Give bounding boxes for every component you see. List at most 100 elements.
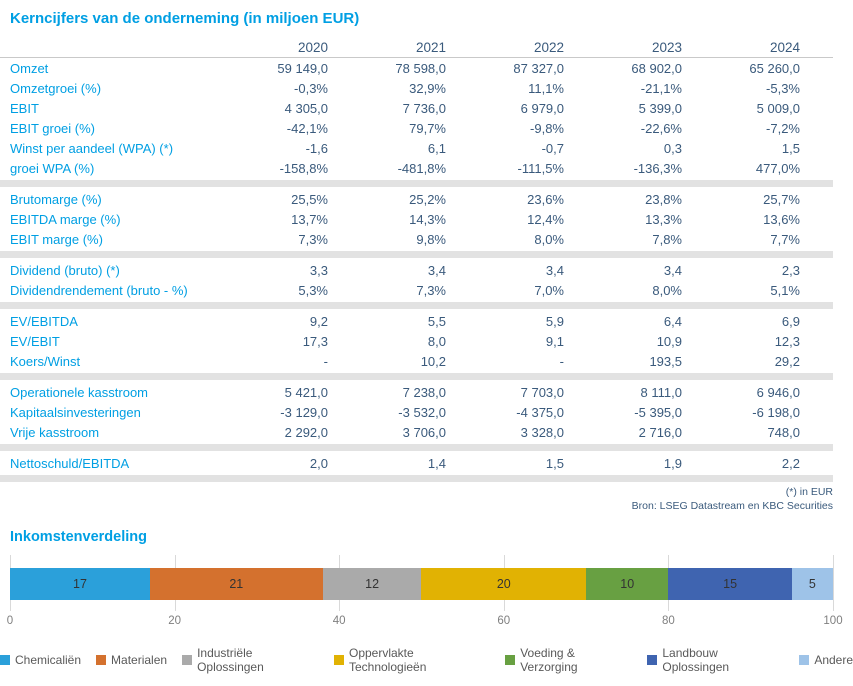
row-label: EV/EBIT [10, 333, 60, 349]
legend-item-andere: Andere [799, 653, 853, 667]
group-separator [0, 444, 833, 451]
x-axis: 0 20 40 60 80 100 [7, 615, 843, 630]
legend-label: Chemicaliën [15, 653, 82, 667]
year-header-2021: 2021 [415, 40, 446, 55]
table-row: EBIT groei (%) -42,1% 79,7% -9,8% -22,6% -7,2… [0, 118, 833, 138]
cell-value: 477,0% [755, 160, 800, 176]
cell-value: 7,3% [416, 282, 446, 298]
table-header-row: 2020 2021 2022 2023 2024 [0, 37, 833, 58]
bar-segment-chemicali-n: 17 [10, 568, 150, 600]
legend-label: Andere [814, 653, 853, 667]
table-row: EV/EBIT 17,3 8,0 9,1 10,9 12,3 [0, 331, 833, 351]
cell-value: -5 395,0 [634, 404, 682, 420]
row-label: EBIT [10, 100, 39, 116]
legend-item-materialen: Materialen [96, 653, 167, 667]
cell-value: 9,1 [545, 333, 564, 349]
table-row: Omzetgroei (%) -0,3% 32,9% 11,1% -21,1% -5,3% [0, 78, 833, 98]
bar-segment-value: 17 [73, 577, 87, 591]
cell-value: 7 703,0 [520, 384, 564, 400]
legend-label: Industriële Oplossingen [197, 646, 264, 674]
cell-value: 1,5 [781, 140, 800, 156]
cell-value: 12,3 [774, 333, 800, 349]
legend-label: Oppervlakte Technologieën [348, 646, 427, 674]
table-row: EBIT 4 305,0 7 736,0 6 979,0 5 399,0 5 009,0 [0, 98, 833, 118]
group-separator [0, 302, 833, 309]
legend-item-chemicali-n: Chemicaliën [0, 653, 81, 667]
chart-title: Inkomstenverdeling [10, 529, 147, 545]
cell-value: 6,9 [781, 313, 800, 329]
row-label: Operationele kasstroom [10, 384, 149, 400]
year-header-2023: 2023 [651, 40, 682, 55]
stacked-bar-plot: 17 21 12 20 10 15 5 [10, 555, 834, 611]
footnote-in-eur: (*) in EUR [785, 486, 833, 498]
legend-item-industri-le-oplossingen: Industriële Oplossingen [182, 646, 319, 674]
key-figures-table: 2020 2021 2022 2023 2024 Omzet 59 149,0 78 598… [0, 37, 833, 482]
cell-value: 6 979,0 [520, 100, 564, 116]
cell-value: 3 328,0 [520, 424, 564, 440]
cell-value: 13,7% [291, 211, 328, 227]
cell-value: 2,3 [781, 262, 800, 278]
cell-value: -5,3% [766, 80, 800, 96]
row-label: EBITDA marge (%) [10, 211, 121, 227]
table-row: EV/EBITDA 9,2 5,5 5,9 6,4 6,9 [0, 311, 833, 331]
cell-value: 78 598,0 [395, 60, 446, 76]
cell-value: 8,0 [427, 333, 446, 349]
table-row: Kapitaalsinvesteringen -3 129,0 -3 532,0 -4… [0, 402, 833, 422]
cell-value: -1,6 [305, 140, 328, 156]
cell-value: - [559, 353, 564, 369]
x-tick-label-60: 60 [497, 615, 511, 627]
cell-value: 6,4 [663, 313, 682, 329]
cell-value: 3,4 [427, 262, 446, 278]
cell-value: -481,8% [397, 160, 446, 176]
row-label: EBIT groei (%) [10, 120, 96, 136]
legend-swatch-icon [505, 655, 516, 665]
cell-value: 87 327,0 [513, 60, 564, 76]
cell-value: - [323, 353, 328, 369]
year-header-2024: 2024 [769, 40, 800, 55]
legend-item-oppervlakte-technologie-n: Oppervlakte Technologieën [333, 646, 490, 674]
legend-item-landbouw-oplossingen: Landbouw Oplossingen [647, 646, 784, 674]
gridline-100 [833, 555, 834, 611]
cell-value: -4 375,0 [516, 404, 564, 420]
cell-value: -111,5% [517, 160, 565, 176]
legend-swatch-icon [0, 655, 10, 665]
cell-value: -3 129,0 [280, 404, 328, 420]
x-tick-label-20: 20 [168, 615, 181, 627]
cell-value: -158,8% [279, 160, 328, 176]
cell-value: 6,1 [427, 140, 446, 156]
cell-value: 5,1% [770, 282, 800, 298]
cell-value: 23,6% [527, 191, 564, 207]
cell-value: 2 716,0 [638, 424, 682, 440]
row-label: Kapitaalsinvesteringen [10, 404, 141, 420]
cell-value: 2 292,0 [284, 424, 328, 440]
cell-value: 7,3% [298, 231, 328, 247]
cell-value: 59 149,0 [277, 60, 328, 76]
table-row: Omzet 59 149,0 78 598,0 87 327,0 68 902,0 65 … [0, 58, 833, 78]
cell-value: 3 706,0 [402, 424, 446, 440]
cell-value: 9,2 [309, 313, 328, 329]
bar-segment-value: 12 [365, 577, 380, 591]
row-label: Koers/Winst [10, 353, 81, 369]
cell-value: 1,9 [663, 455, 682, 471]
row-label: Nettoschuld/EBITDA [10, 455, 130, 471]
cell-value: -22,6% [640, 120, 682, 136]
legend-swatch-icon [647, 655, 658, 665]
cell-value: 25,7% [763, 191, 800, 207]
cell-value: -0,7 [541, 140, 564, 156]
row-label: Omzetgroei (%) [10, 80, 102, 96]
bar-segment-value: 21 [229, 577, 244, 591]
cell-value: 193,5 [649, 353, 682, 369]
table-footnotes: (*) in EUR Bron: LSEG Datastream en KBC … [0, 485, 833, 513]
cell-value: 7,7% [770, 231, 800, 247]
cell-value: 25,2% [409, 191, 446, 207]
cell-value: 13,6% [763, 211, 800, 227]
cell-value: 7 736,0 [402, 100, 446, 116]
bar-segment-oppervlakte-technologie-n: 20 [421, 568, 587, 600]
cell-value: 10,9 [656, 333, 682, 349]
footnote-source: Bron: LSEG Datastream en KBC Securities [631, 500, 833, 512]
legend-label: Landbouw Oplossingen [662, 646, 730, 674]
x-tick-label-80: 80 [661, 615, 675, 627]
cell-value: 14,3% [409, 211, 446, 227]
table-row: Winst per aandeel (WPA) (*) -1,6 6,1 -0,7 0,… [0, 138, 833, 158]
